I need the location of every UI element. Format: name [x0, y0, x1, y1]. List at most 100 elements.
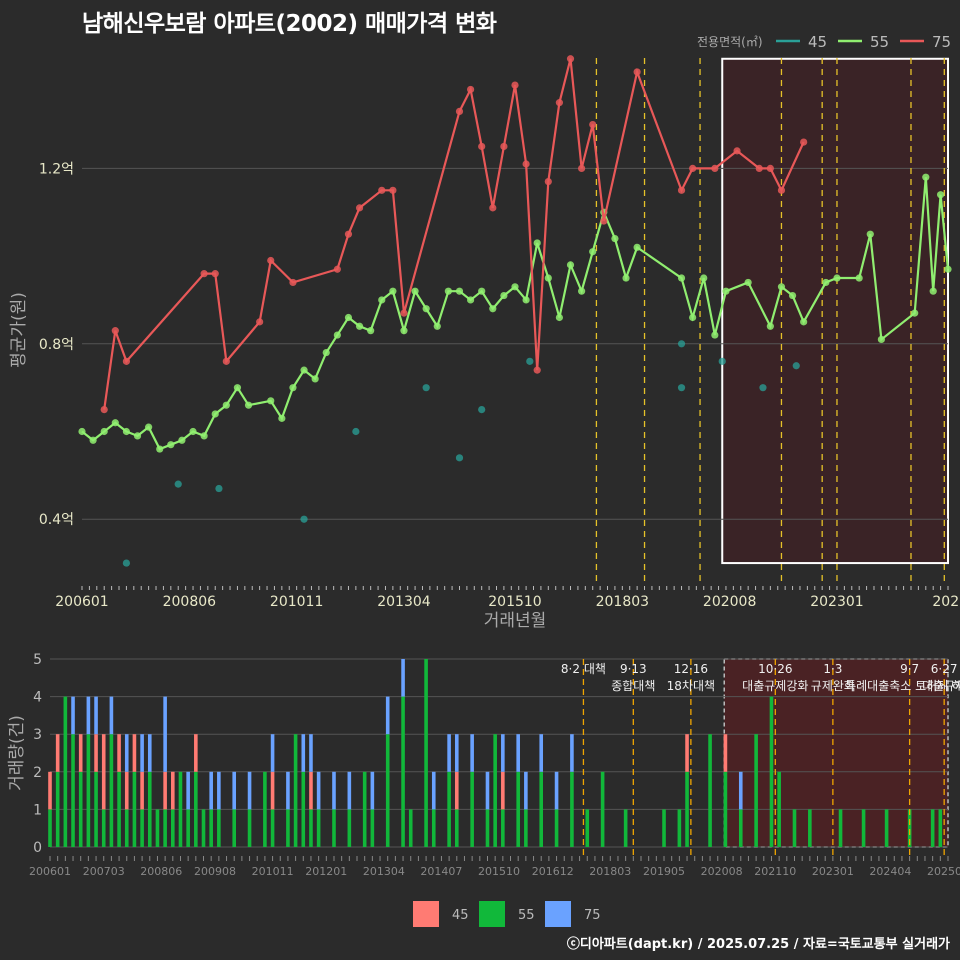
volume-bar-55 — [554, 809, 559, 847]
volume-bar-55 — [662, 809, 666, 847]
volume-bar-55 — [408, 809, 413, 847]
volume-bar-55 — [217, 809, 221, 847]
volume-bar-55 — [501, 809, 505, 847]
data-point-55 — [333, 331, 341, 339]
data-point-55 — [911, 309, 919, 317]
data-point-75 — [211, 270, 219, 278]
volume-bar-75 — [454, 734, 459, 772]
policy-label: 6·27 — [931, 662, 958, 676]
chart-title: 남해신우보람 아파트(2002) 매매가격 변화 — [82, 11, 497, 37]
data-point-45 — [759, 384, 767, 392]
data-point-55 — [311, 375, 319, 383]
data-point-75 — [777, 186, 786, 194]
data-point-55 — [700, 274, 708, 282]
y-tick-label: 3 — [33, 727, 42, 743]
volume-bar-75 — [217, 771, 221, 810]
volume-bar-45 — [309, 771, 313, 810]
legend-label: 55 — [518, 908, 535, 923]
data-point-75 — [589, 120, 597, 129]
volume-bar-75 — [109, 696, 114, 735]
data-point-55 — [222, 401, 230, 409]
data-point-55 — [122, 427, 131, 436]
x-tick-label: 201803 — [596, 594, 649, 610]
volume-bar-55 — [585, 809, 590, 847]
x-tick-label: 202507 — [927, 865, 960, 878]
volume-bar-55 — [447, 771, 451, 847]
volume-bar-55 — [401, 696, 405, 847]
volume-bar-45 — [454, 771, 459, 810]
volume-bar-75 — [247, 771, 252, 810]
x-tick-label: 201011 — [270, 594, 323, 610]
data-point-55 — [344, 313, 353, 322]
data-point-75 — [633, 68, 641, 76]
x-tick-label: 201612 — [532, 865, 574, 878]
data-point-45 — [352, 427, 360, 436]
data-point-55 — [489, 305, 497, 313]
policy-label: 9·13 — [620, 662, 647, 676]
volume-bar-75 — [501, 734, 505, 772]
volume-bar-55 — [132, 771, 137, 847]
policy-label: 10·26 — [758, 662, 792, 676]
volume-bar-75 — [94, 696, 98, 735]
y-tick-label: 4 — [33, 690, 42, 706]
legend-swatch-75 — [545, 901, 571, 927]
data-point-55 — [822, 278, 830, 287]
data-point-45 — [718, 357, 726, 365]
data-point-55 — [455, 287, 464, 295]
x-tick-label: 202404 — [869, 865, 911, 878]
volume-bar-55 — [385, 734, 390, 847]
volume-bar-75 — [554, 771, 559, 810]
volume-bar-55 — [78, 771, 83, 847]
data-point-45 — [122, 559, 131, 567]
x-tick-label: 200806 — [163, 594, 217, 610]
volume-bar-55 — [362, 771, 367, 847]
data-point-45 — [455, 454, 464, 462]
volume-bar-75 — [270, 734, 275, 772]
data-point-75 — [800, 138, 808, 146]
volume-bar-55 — [124, 809, 129, 847]
volume-bar-45 — [117, 734, 121, 772]
x-tick-label: 200601 — [29, 865, 71, 878]
y-tick-label: 2 — [33, 765, 42, 781]
data-point-75 — [711, 164, 719, 173]
y-axis-title: 평균가(원) — [9, 292, 29, 368]
policy-label: 18차대책 — [667, 678, 715, 693]
x-tick-label: 201011 — [252, 865, 294, 878]
policy-label: 1·3 — [823, 662, 842, 676]
data-point-45 — [300, 515, 308, 523]
volume-bar-45 — [55, 734, 60, 772]
data-point-75 — [544, 177, 552, 186]
y-tick-label: 0.4억 — [39, 512, 74, 528]
series-line-75 — [103, 58, 805, 410]
data-point-75 — [267, 256, 275, 265]
volume-bar-55 — [769, 696, 774, 847]
data-point-55 — [877, 335, 885, 344]
data-point-55 — [422, 305, 430, 313]
volume-bar-75 — [186, 771, 190, 810]
data-point-45 — [174, 480, 182, 488]
volume-bar-55 — [101, 809, 106, 847]
data-point-75 — [733, 147, 741, 155]
volume-bar-55 — [155, 809, 160, 847]
data-point-55 — [533, 239, 541, 247]
volume-bar-55 — [570, 771, 574, 847]
volume-bar-45 — [101, 734, 106, 810]
volume-bar-45 — [501, 771, 505, 810]
volume-bar-75 — [86, 696, 91, 735]
data-point-75 — [511, 81, 519, 89]
x-tick-label: 202510 — [932, 594, 960, 610]
volume-bar-45 — [723, 734, 728, 772]
data-point-75 — [578, 164, 586, 173]
data-point-75 — [333, 265, 341, 273]
data-point-55 — [178, 436, 186, 444]
volume-bar-55 — [838, 809, 843, 847]
volume-bar-55 — [493, 734, 497, 847]
data-point-75 — [378, 186, 386, 194]
data-point-55 — [78, 427, 86, 436]
policy-label: 대출규제 — [922, 679, 960, 693]
volume-bar-55 — [470, 771, 474, 847]
volume-bar-55 — [301, 771, 306, 847]
x-tick-label: 200703 — [83, 865, 125, 878]
data-point-55 — [389, 287, 397, 295]
data-point-55 — [788, 291, 797, 300]
